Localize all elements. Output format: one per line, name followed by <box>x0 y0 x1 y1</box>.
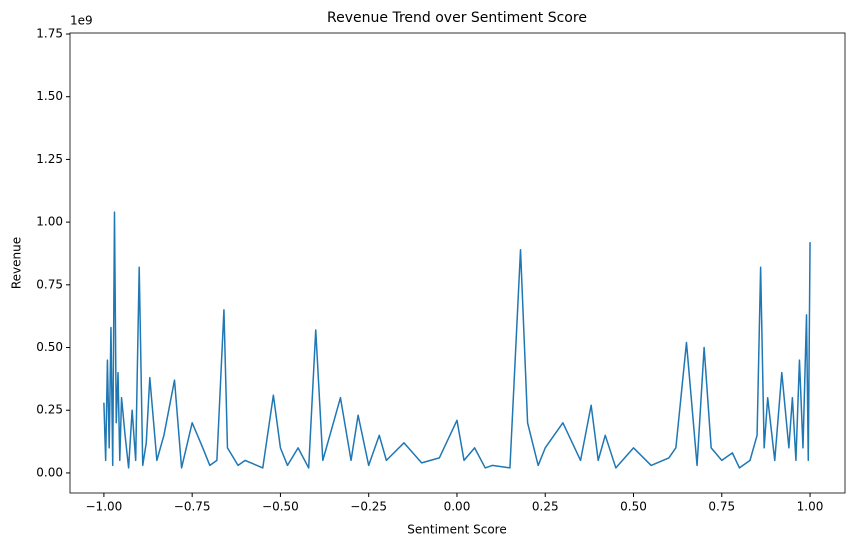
plot-frame <box>69 32 846 494</box>
y-tick-label: 0.50 <box>36 340 63 354</box>
x-tick-label: 1.00 <box>797 500 824 514</box>
x-tick-label: 0.75 <box>708 500 735 514</box>
y-tick-label: 0.00 <box>36 465 63 479</box>
y-offset-label: 1e9 <box>70 14 93 28</box>
y-tick-label: 0.25 <box>36 403 63 417</box>
x-tick-label: −1.00 <box>86 500 123 514</box>
x-tick-label: 0.50 <box>620 500 647 514</box>
x-tick-label: −0.75 <box>174 500 211 514</box>
x-axis-label: Sentiment Score <box>407 523 506 537</box>
line <box>103 211 811 469</box>
y-tick-label: 1.50 <box>36 89 63 103</box>
y-tick-label: 1.25 <box>36 152 63 166</box>
x-tick-label: 0.00 <box>444 500 471 514</box>
x-tick-label: 0.25 <box>532 500 559 514</box>
y-tick-label: 0.75 <box>36 277 63 291</box>
y-tick-label: 1.00 <box>36 215 63 229</box>
chart-title: Revenue Trend over Sentiment Score <box>327 10 587 26</box>
y-tick-label: 1.75 <box>36 27 63 41</box>
x-tick-label: −0.50 <box>262 500 299 514</box>
y-axis-label: Revenue <box>10 237 24 289</box>
x-tick-label: −0.25 <box>350 500 387 514</box>
